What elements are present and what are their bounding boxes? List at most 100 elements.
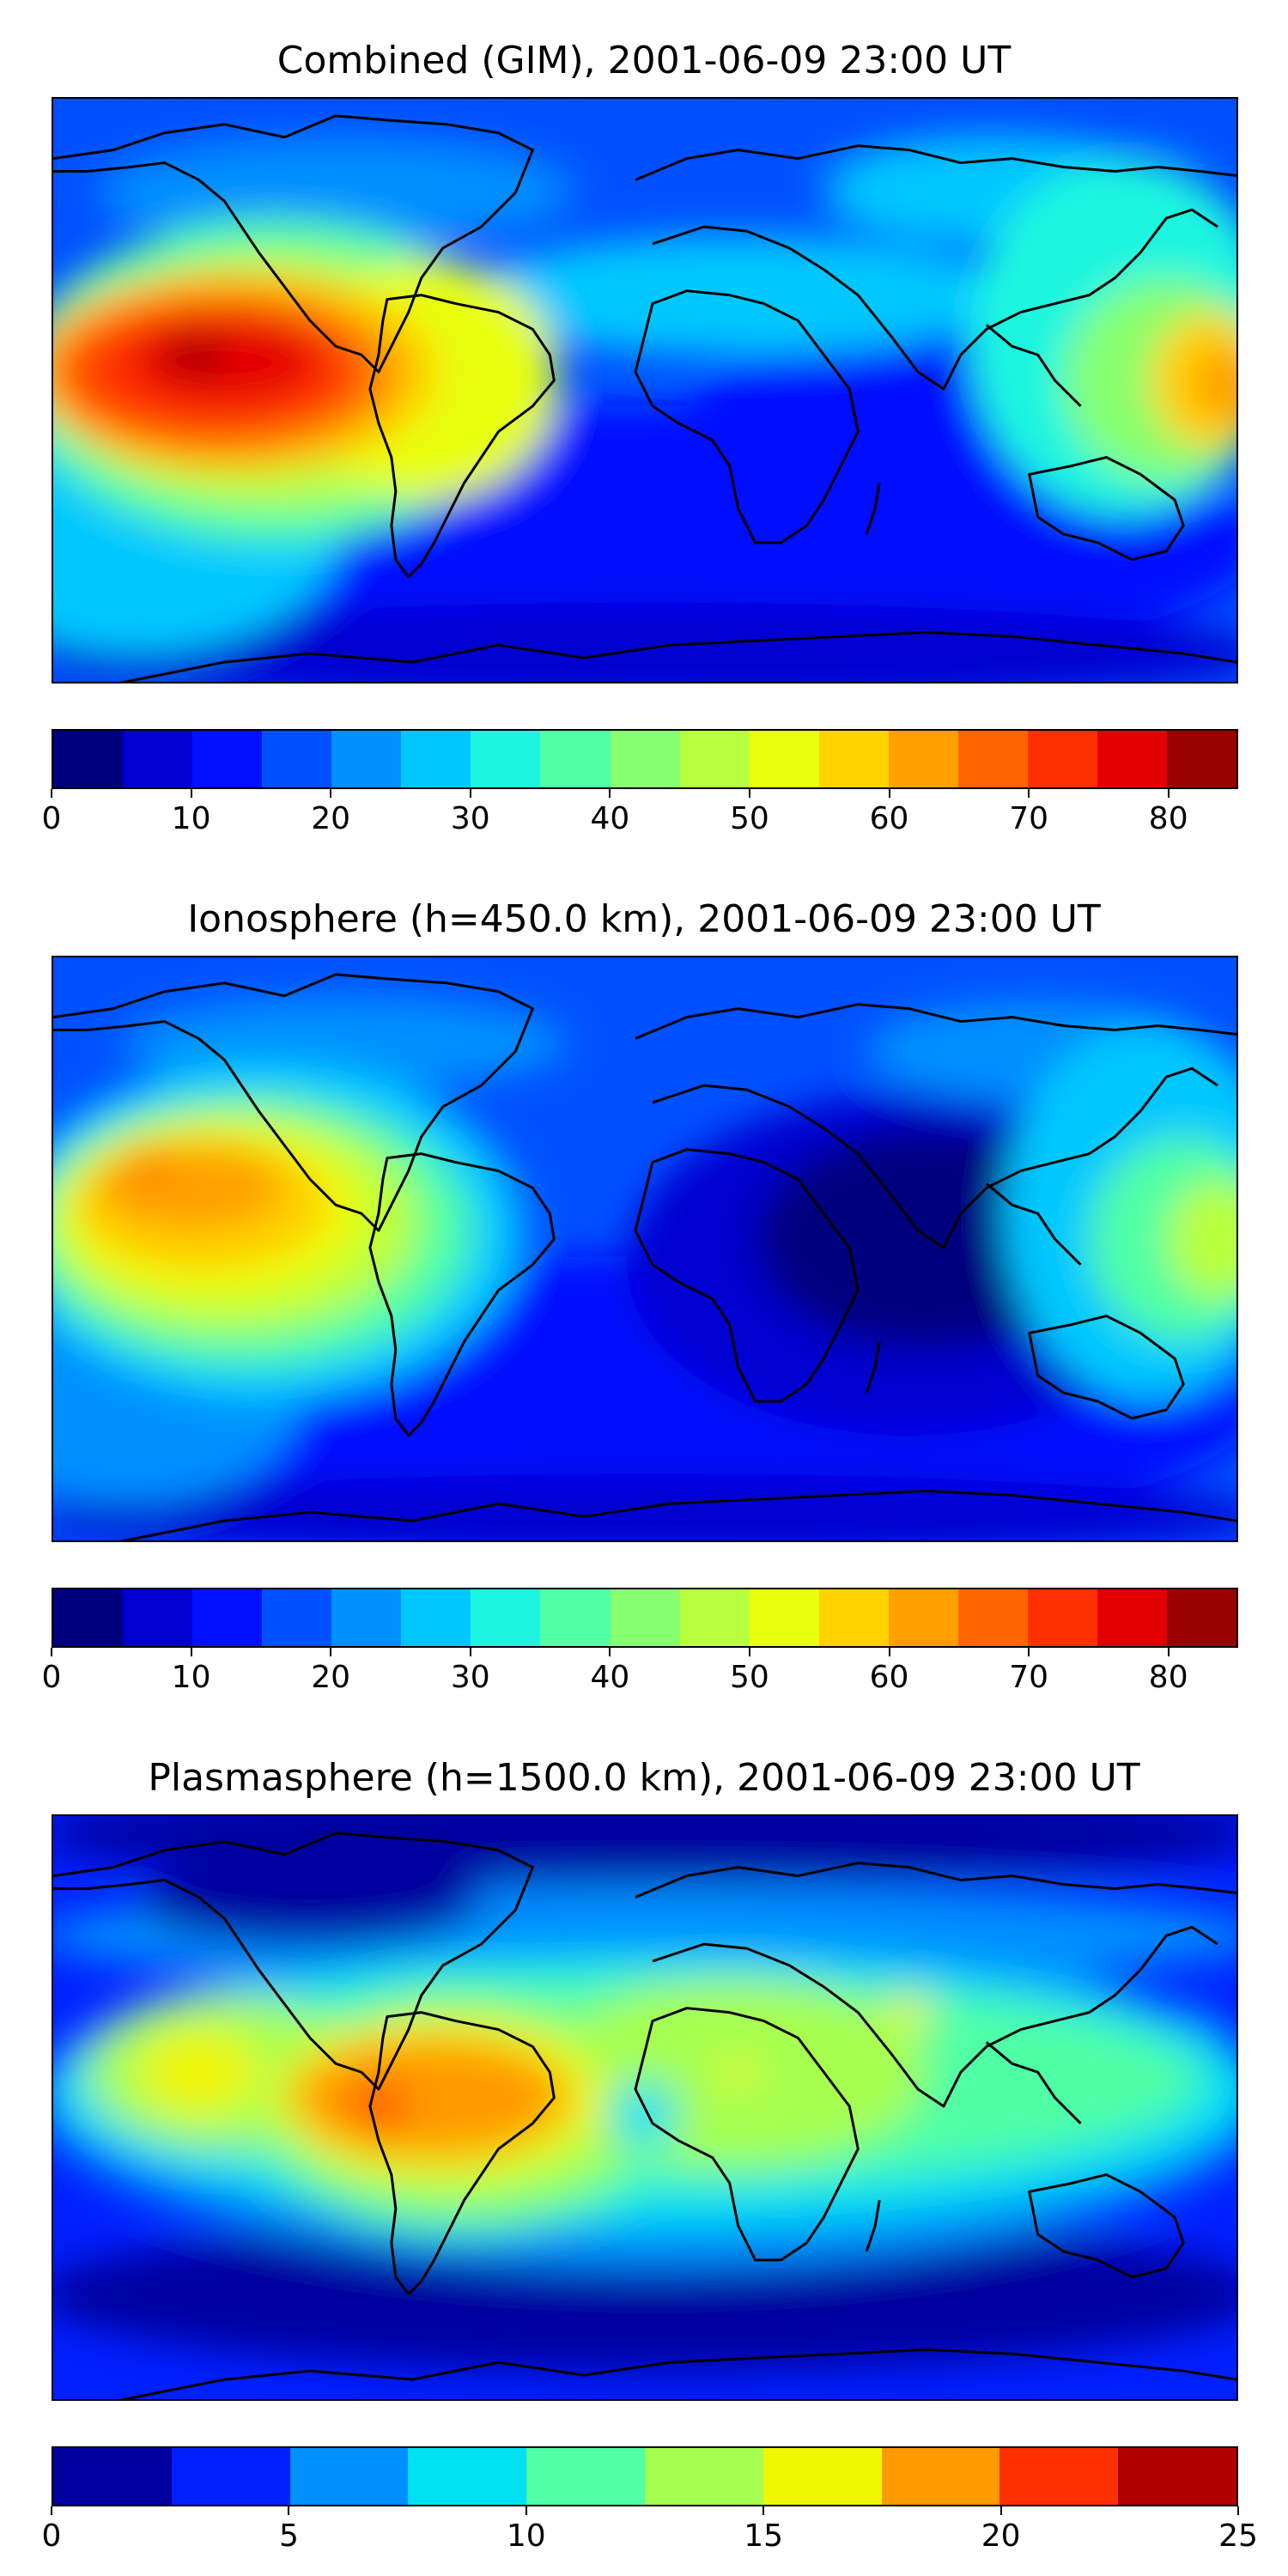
panel-title-plasmasphere: Plasmasphere (h=1500.0 km), 2001-06-09 2… (148, 1756, 1140, 1800)
colorbar-segment (401, 731, 471, 787)
coastlines (53, 973, 1236, 1540)
colorbar-segment (1097, 731, 1167, 787)
tick-mark (51, 1648, 52, 1656)
colorbar-ticks-plasmasphere: 0 5 10 15 20 25 (42, 2506, 1258, 2558)
tec-field (53, 1816, 1236, 2372)
tick-label: 30 (450, 1660, 490, 1695)
tick-mark (748, 1648, 750, 1656)
tick-mark (469, 1648, 471, 1656)
tick-mark (51, 2506, 52, 2515)
colorbar-segment (1027, 731, 1097, 787)
tick-label: 30 (450, 801, 490, 836)
tick-label: 10 (506, 2518, 546, 2554)
combined-gim-map (52, 97, 1238, 683)
colorbar-segment (1097, 1589, 1167, 1646)
tick-mark (1167, 789, 1170, 798)
tick-mark (888, 789, 890, 798)
tick-label: 50 (730, 801, 769, 836)
colorbar-segment (888, 731, 958, 787)
colorbar-segment (53, 2448, 172, 2505)
colorbar-segment (192, 731, 263, 787)
tick-label: 0 (41, 1660, 62, 1695)
colorbar-segment (331, 731, 402, 787)
tick-mark (51, 789, 52, 798)
tick-mark (888, 1648, 890, 1656)
colorbar-segment (540, 731, 611, 787)
tick-mark (762, 2506, 765, 2515)
tick-mark (999, 2506, 1002, 2515)
plasmasphere-map (52, 1814, 1238, 2401)
colorbar-segment (53, 1589, 124, 1646)
colorbar-segment (610, 731, 680, 787)
colorbar-segment (957, 731, 1028, 787)
colorbar-segment (471, 1589, 541, 1646)
colorbar-segment (610, 1589, 680, 1646)
colorbar-segment (999, 2448, 1119, 2505)
tick-mark (1028, 789, 1030, 798)
colorbar-segment (192, 1589, 263, 1646)
colorbar-segment (749, 731, 819, 787)
colorbar-segment (679, 731, 750, 787)
tick-mark (469, 789, 471, 798)
tick-label: 60 (869, 1660, 909, 1695)
colorbar-segment (679, 1589, 750, 1646)
tick-mark (609, 1648, 611, 1656)
tick-mark (1237, 2506, 1239, 2515)
tick-label: 10 (171, 1660, 211, 1695)
tick-mark (1167, 1648, 1170, 1656)
colorbar-segment (408, 2448, 527, 2505)
panel-title-ionosphere: Ionosphere (h=450.0 km), 2001-06-09 23:0… (187, 897, 1101, 941)
colorbar-segment (123, 731, 193, 787)
tick-mark (190, 789, 192, 798)
tick-mark (288, 2506, 290, 2515)
tick-label: 10 (171, 801, 211, 836)
tick-mark (609, 789, 611, 798)
tick-label: 50 (730, 1660, 769, 1695)
colorbar-segment (53, 731, 124, 787)
colorbar-segment (1027, 1589, 1097, 1646)
panel-title-combined: Combined (GIM), 2001-06-09 23:00 UT (276, 39, 1012, 82)
colorbar-segment (262, 731, 332, 787)
colorbar-ticks-combined: 0 10 20 30 40 50 60 70 80 (42, 789, 1238, 841)
colorbar-plasmasphere (52, 2446, 1238, 2506)
colorbar-segment (1118, 2448, 1236, 2505)
colorbar-segment (818, 731, 889, 787)
colorbar-segment (1167, 1589, 1237, 1646)
tick-label: 70 (1009, 801, 1049, 836)
colorbar-segment (331, 1589, 402, 1646)
colorbar-segment (818, 1589, 889, 1646)
tec-field (53, 99, 1236, 682)
tick-label: 40 (590, 801, 630, 836)
tick-label: 40 (590, 1660, 630, 1695)
colorbar-segment (289, 2448, 409, 2505)
coastlines (53, 114, 1236, 682)
tick-mark (525, 2506, 527, 2515)
ionosphere-map (52, 956, 1238, 1542)
tick-label: 80 (1148, 801, 1188, 836)
tick-mark (748, 789, 750, 798)
tick-label: 70 (1009, 1660, 1049, 1695)
colorbar-segment (888, 1589, 958, 1646)
tick-mark (1028, 1648, 1030, 1656)
colorbar-segment (540, 1589, 611, 1646)
coastlines (53, 1832, 1236, 2399)
colorbar-combined (52, 729, 1238, 789)
colorbar-segment (123, 1589, 193, 1646)
colorbar-segment (526, 2448, 645, 2505)
colorbar-ticks-ionosphere: 0 10 20 30 40 50 60 70 80 (42, 1648, 1238, 1699)
tec-field (53, 995, 1236, 1540)
colorbar-ionosphere (52, 1588, 1238, 1648)
colorbar-segment (401, 1589, 471, 1646)
tick-label: 20 (981, 2518, 1021, 2554)
tick-label: 0 (41, 801, 62, 836)
tick-label: 20 (311, 801, 351, 836)
colorbar-segment (957, 1589, 1028, 1646)
tick-label: 0 (41, 2518, 62, 2554)
tick-mark (330, 789, 332, 798)
tick-label: 5 (278, 2518, 299, 2554)
tick-mark (190, 1648, 192, 1656)
tick-label: 20 (311, 1660, 351, 1695)
colorbar-segment (1167, 731, 1237, 787)
colorbar-segment (471, 731, 541, 787)
tick-label: 25 (1218, 2518, 1258, 2554)
